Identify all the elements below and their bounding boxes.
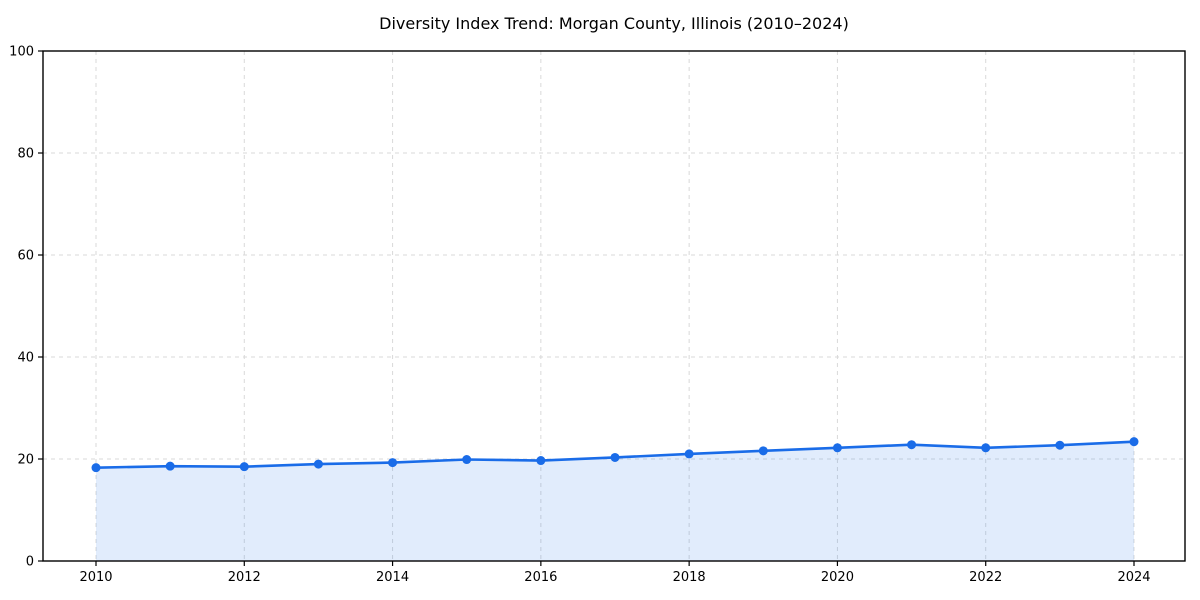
data-point: [610, 452, 620, 462]
y-tick-label: 100: [9, 45, 34, 60]
data-point: [1055, 440, 1065, 450]
data-point: [388, 458, 398, 468]
chart-title: Diversity Index Trend: Morgan County, Il…: [379, 14, 849, 33]
x-tick-label: 2012: [228, 570, 261, 585]
data-point: [91, 463, 101, 473]
x-tick-label: 2024: [1117, 570, 1150, 585]
y-tick-label: 60: [17, 249, 34, 264]
x-tick-label: 2016: [524, 570, 557, 585]
axes-frame: [42, 50, 1186, 562]
data-point: [462, 455, 472, 465]
data-point: [1129, 437, 1139, 447]
area-fill: [96, 441, 1134, 561]
data-point: [239, 462, 249, 472]
x-tick-label: 2022: [969, 570, 1002, 585]
x-tick-label: 2014: [376, 570, 409, 585]
y-tick-label: 20: [17, 453, 34, 468]
data-point: [684, 449, 694, 459]
data-point: [907, 440, 917, 450]
data-point: [536, 456, 546, 466]
x-tick-label: 2020: [821, 570, 854, 585]
x-tick-label: 2018: [673, 570, 706, 585]
data-point: [313, 459, 323, 469]
x-tick-label: 2010: [79, 570, 112, 585]
y-tick-label: 0: [26, 555, 34, 570]
data-point: [832, 443, 842, 453]
y-tick-label: 80: [17, 147, 34, 162]
y-tick-label: 40: [17, 351, 34, 366]
data-point: [165, 461, 175, 471]
data-point: [981, 443, 991, 453]
data-point: [758, 446, 768, 456]
